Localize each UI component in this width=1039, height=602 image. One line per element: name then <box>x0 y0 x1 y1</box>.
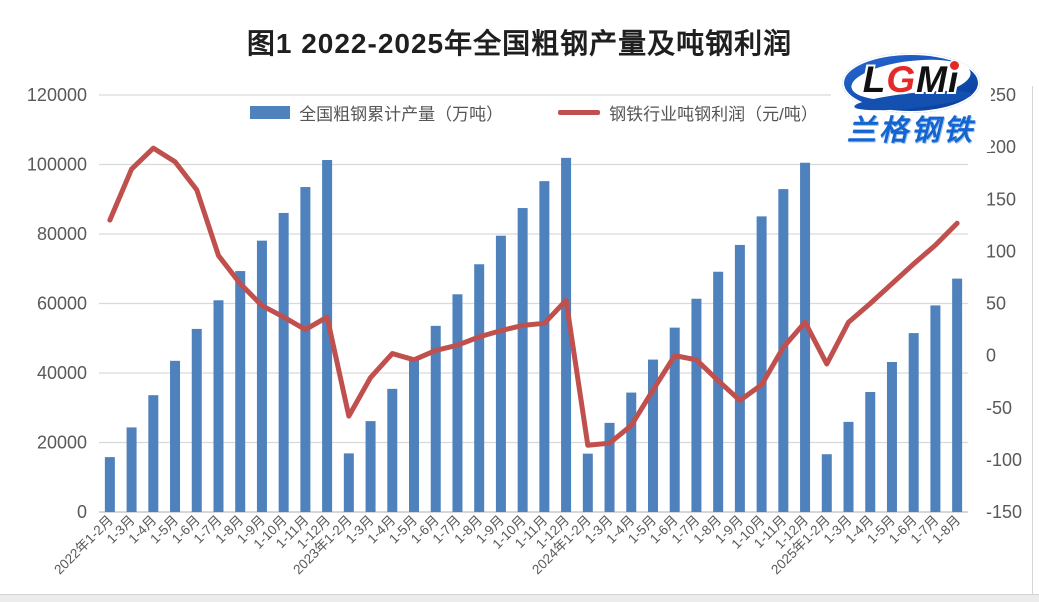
lgmi-logo-oval: LGMi <box>842 53 980 113</box>
legend-item-production[interactable]: 全国粗钢累计产量（万吨） <box>250 100 503 125</box>
lgmi-logo-letters: LGMi <box>842 60 980 100</box>
legend: 全国粗钢累计产量（万吨） 钢铁行业吨钢利润（元/吨） <box>100 100 968 125</box>
y-axis-tick-right: -100 <box>986 450 1022 470</box>
y-axis-tick-left: 120000 <box>27 85 87 105</box>
bar[interactable] <box>626 392 637 512</box>
y-axis-tick-right: -50 <box>986 398 1012 418</box>
bar-series-swatch <box>250 106 291 119</box>
logo-letter-g: G <box>886 59 917 100</box>
bar[interactable] <box>582 453 593 512</box>
logo-letter-m: M <box>916 59 948 100</box>
bar[interactable] <box>908 333 919 512</box>
bar[interactable] <box>191 328 202 512</box>
bar[interactable] <box>561 157 572 513</box>
bar[interactable] <box>409 357 420 512</box>
bar[interactable] <box>452 294 463 512</box>
lgmi-logo-chinese: 兰格钢铁 <box>846 115 975 147</box>
bar[interactable] <box>148 395 159 512</box>
bar[interactable] <box>278 212 289 513</box>
window-bottom-edge <box>0 594 1039 602</box>
y-axis-tick-left: 40000 <box>37 363 87 383</box>
bar[interactable] <box>104 457 115 512</box>
bar[interactable] <box>430 325 441 512</box>
bar[interactable] <box>865 391 876 512</box>
bar[interactable] <box>691 298 702 512</box>
bar[interactable] <box>734 244 745 513</box>
bar[interactable] <box>126 427 137 512</box>
y-axis-tick-right: 0 <box>986 346 996 366</box>
bar[interactable] <box>387 388 398 512</box>
profit-line[interactable] <box>107 145 960 448</box>
y-axis-tick-right: 50 <box>986 294 1006 314</box>
bar[interactable] <box>495 235 506 512</box>
window-right-edge <box>1032 86 1033 595</box>
legend-item-profit[interactable]: 钢铁行业吨钢利润（元/吨） <box>558 100 818 125</box>
bar[interactable] <box>213 300 224 512</box>
bar[interactable] <box>713 271 724 512</box>
chart-title: 图1 2022-2025年全国粗钢产量及吨钢利润 <box>246 28 793 59</box>
bar[interactable] <box>669 327 680 512</box>
bar[interactable] <box>365 421 376 512</box>
bar[interactable] <box>235 271 246 512</box>
bar[interactable] <box>256 240 267 513</box>
y-axis-tick-left: 100000 <box>27 155 87 175</box>
bar[interactable] <box>952 278 963 512</box>
y-axis-tick-left: 60000 <box>37 294 87 314</box>
legend-label-production: 全国粗钢累计产量（万吨） <box>299 105 504 124</box>
x-axis-label: 2022年1-2月 <box>51 513 116 578</box>
y-axis-tick-left: 20000 <box>37 433 87 453</box>
bar[interactable] <box>843 421 854 512</box>
logo-letter-i: i <box>947 59 960 100</box>
legend-label-profit: 钢铁行业吨钢利润（元/吨） <box>609 105 818 124</box>
bar[interactable] <box>930 305 941 512</box>
y-axis-tick-left: 0 <box>77 502 87 522</box>
y-axis-tick-right: -150 <box>986 502 1022 522</box>
y-axis-tick-left: 80000 <box>37 224 87 244</box>
bar[interactable] <box>886 362 897 512</box>
lgmi-logo: LGMi 兰格钢铁 <box>831 53 991 152</box>
y-axis-tick-right: 250 <box>986 85 1016 105</box>
line-series-swatch <box>558 110 601 115</box>
bar[interactable] <box>474 264 485 512</box>
bar[interactable] <box>647 359 658 512</box>
bar[interactable] <box>800 162 811 512</box>
bar[interactable] <box>539 181 550 512</box>
bar[interactable] <box>517 208 528 512</box>
y-axis-tick-right: 200 <box>986 137 1016 157</box>
logo-letter-l: L <box>862 59 887 100</box>
bar[interactable] <box>300 187 311 513</box>
y-axis-tick-right: 100 <box>986 241 1016 261</box>
y-axis-tick-right: 150 <box>986 189 1016 209</box>
bar[interactable] <box>756 216 767 512</box>
bar[interactable] <box>322 159 333 513</box>
bar[interactable] <box>604 422 615 512</box>
bar[interactable] <box>343 453 354 512</box>
bar[interactable] <box>170 360 181 512</box>
bar[interactable] <box>821 454 832 512</box>
